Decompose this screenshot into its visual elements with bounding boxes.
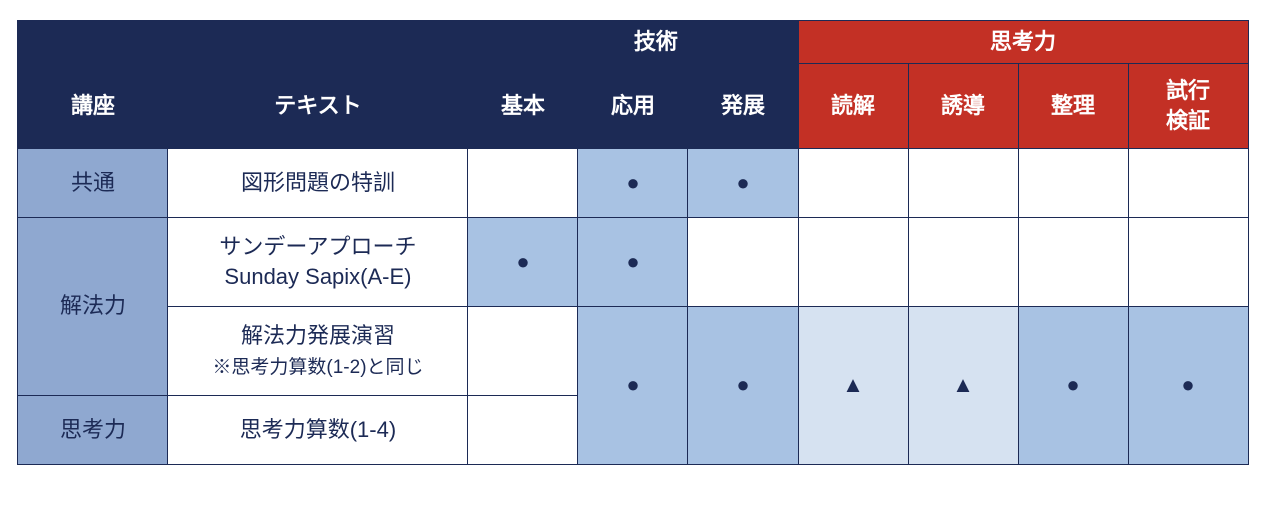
col-tech-2: 発展 — [688, 63, 798, 148]
col-think-3: 試行検証 — [1128, 63, 1248, 148]
r1c1: ● — [578, 217, 688, 306]
header-row-1: 技術 思考力 — [18, 21, 1248, 64]
r2c0 — [468, 306, 578, 395]
r0c3 — [798, 148, 908, 217]
text-sunday-line2: Sunday Sapix(A-E) — [224, 264, 411, 289]
skills-table: 技術 思考力 講座 テキスト 基本 応用 発展 読解 誘導 整理 試行検証 共通… — [17, 20, 1248, 465]
merged-c1: ● — [578, 306, 688, 464]
header-think: 思考力 — [798, 21, 1248, 64]
col-think-0: 読解 — [798, 63, 908, 148]
r1c2 — [688, 217, 798, 306]
col-tech-1: 応用 — [578, 63, 688, 148]
merged-c6: ● — [1128, 306, 1248, 464]
text-hatten-line1: 解法力発展演習 — [241, 323, 395, 348]
lecture-kaiho: 解法力 — [18, 217, 168, 395]
r0c6 — [1128, 148, 1248, 217]
col-text-header: テキスト — [168, 63, 468, 148]
r0c5 — [1018, 148, 1128, 217]
r1c5 — [1018, 217, 1128, 306]
row-kaiho-2: 解法力発展演習 ※思考力算数(1-2)と同じ ● ● ▲ ▲ ● ● — [18, 306, 1248, 395]
r0c2: ● — [688, 148, 798, 217]
row-kaiho-1: 解法力 サンデーアプローチ Sunday Sapix(A-E) ● ● — [18, 217, 1248, 306]
text-sunday: サンデーアプローチ Sunday Sapix(A-E) — [168, 217, 468, 306]
merged-c5: ● — [1018, 306, 1128, 464]
r1c0: ● — [468, 217, 578, 306]
text-hatten: 解法力発展演習 ※思考力算数(1-2)と同じ — [168, 306, 468, 395]
r1c3 — [798, 217, 908, 306]
r1c4 — [908, 217, 1018, 306]
header-row-2: 講座 テキスト 基本 応用 発展 読解 誘導 整理 試行検証 — [18, 63, 1248, 148]
merged-c2: ● — [688, 306, 798, 464]
col-think-1: 誘導 — [908, 63, 1018, 148]
merged-c3: ▲ — [798, 306, 908, 464]
merged-c4: ▲ — [908, 306, 1018, 464]
r0c4 — [908, 148, 1018, 217]
header-tech: 技術 — [22, 27, 793, 57]
text-shiko: 思考力算数(1-4) — [168, 395, 468, 464]
r1c6 — [1128, 217, 1248, 306]
row-common: 共通 図形問題の特訓 ● ● — [18, 148, 1248, 217]
col-tech-0: 基本 — [468, 63, 578, 148]
text-sunday-line1: サンデーアプローチ — [219, 234, 416, 259]
r0c1: ● — [578, 148, 688, 217]
col-think-3-label: 試行検証 — [1166, 78, 1210, 133]
r0c0 — [468, 148, 578, 217]
col-lecture-header: 講座 — [18, 63, 168, 148]
r3c0 — [468, 395, 578, 464]
text-common: 図形問題の特訓 — [168, 148, 468, 217]
col-think-2: 整理 — [1018, 63, 1128, 148]
text-hatten-note: ※思考力算数(1-2)と同じ — [212, 357, 423, 378]
lecture-common: 共通 — [18, 148, 168, 217]
lecture-shiko: 思考力 — [18, 395, 168, 464]
